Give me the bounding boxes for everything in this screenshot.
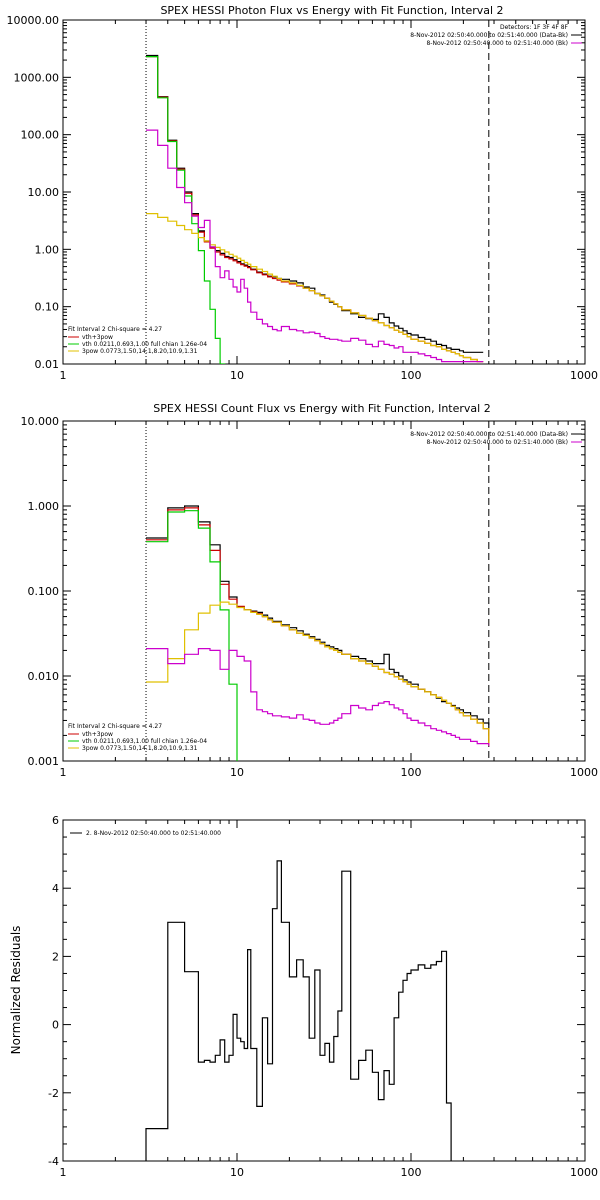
y-tick-label: 10.00 <box>28 186 60 199</box>
y-tick-label: -4 <box>48 1155 59 1168</box>
legend-vth: vth 0.0211,0.693,1.00 full chian 1.26e-0… <box>82 738 207 745</box>
residuals-panel: Normalized Residuals 6 4 2 0 -2 -4 1 10 … <box>9 814 598 1179</box>
residuals-y-tick-labels: 6 4 2 0 -2 -4 <box>48 814 59 1168</box>
legend-vth-3pow: vth+3pow <box>82 731 113 738</box>
series-data-bk <box>146 505 490 742</box>
count-flux-title: SPEX HESSI Count Flux vs Energy with Fit… <box>153 402 490 415</box>
series-vth-3pow <box>146 56 484 363</box>
y-tick-label: -2 <box>48 1087 59 1100</box>
legend-bk: 8-Nov-2012 02:50:40.000 to 02:51:40.000 … <box>426 439 568 446</box>
residuals-x-tick-labels: 1 10 100 1000 <box>60 1166 599 1179</box>
photon-flux-legend-bottom-left: Fit Interval 2 Chi-square = 4.27 vth+3po… <box>68 326 207 355</box>
x-tick-label: 1000 <box>570 369 598 382</box>
y-tick-label: 1000.00 <box>14 71 60 84</box>
count-flux-x-tick-labels: 1 10 100 1000 <box>60 766 599 779</box>
photon-flux-ticks <box>63 20 585 364</box>
x-tick-label: 100 <box>401 369 422 382</box>
residuals-series <box>145 860 452 1161</box>
y-tick-label: 4 <box>52 882 59 895</box>
legend-bk: 8-Nov-2012 02:50:40.000 to 02:51:40.000 … <box>426 40 568 47</box>
legend-detectors: Detectors: 1F 3F 4F 8F <box>500 24 569 31</box>
count-flux-legend-bottom-left: Fit Interval 2 Chi-square = 4.27 vth+3po… <box>68 723 207 752</box>
y-tick-label: 0.100 <box>28 585 60 598</box>
legend-vth: vth 0.0211,0.693,1.00 full chian 1.26e-0… <box>82 341 207 348</box>
y-tick-label: 10000.00 <box>7 14 60 27</box>
x-tick-label: 100 <box>401 766 422 779</box>
x-tick-label: 1000 <box>570 1166 598 1179</box>
legend-3pow: 3pow 0.0773,1.50,14.1,8.20,10.9,1.31 <box>82 348 198 355</box>
residuals-plot-frame <box>62 819 586 1162</box>
y-tick-label: 10.000 <box>21 415 60 428</box>
y-tick-label: 1.000 <box>28 500 60 513</box>
legend-vth-3pow: vth+3pow <box>82 334 113 341</box>
photon-flux-series <box>146 54 484 364</box>
photon-flux-y-tick-labels: 10000.00 1000.00 100.00 10.00 1.00 0.10 … <box>7 14 60 371</box>
x-tick-label: 1 <box>60 766 67 779</box>
photon-flux-fit-range-lines <box>145 20 490 364</box>
y-tick-label: 1.00 <box>35 243 60 256</box>
series-3pow <box>146 213 484 363</box>
legend-data-bk: 8-Nov-2012 02:50:40.000 to 02:51:40.000 … <box>410 431 568 438</box>
photon-flux-legend-top-right: Detectors: 1F 3F 4F 8F 8-Nov-2012 02:50:… <box>410 24 582 47</box>
count-flux-fit-range-lines <box>145 421 490 761</box>
count-flux-y-tick-labels: 10.000 1.000 0.100 0.010 0.001 <box>21 415 60 768</box>
series-3pow <box>146 601 490 746</box>
series-vth <box>146 510 238 761</box>
y-tick-label: 0.001 <box>28 755 60 768</box>
residuals-ticks <box>63 820 585 1161</box>
y-tick-label: 0.010 <box>28 670 60 683</box>
series-vth-3pow <box>146 507 490 746</box>
series-residuals <box>145 860 452 1161</box>
residuals-y-axis-label: Normalized Residuals <box>9 926 23 1055</box>
y-tick-label: 2 <box>52 950 59 963</box>
x-tick-label: 100 <box>401 1166 422 1179</box>
series-data-bk <box>146 54 484 353</box>
series-bk <box>146 648 490 746</box>
series-vth <box>146 56 226 364</box>
legend-3pow: 3pow 0.0773,1.50,14.1,8.20,10.9,1.31 <box>82 745 198 752</box>
photon-flux-x-tick-labels: 1 10 100 1000 <box>60 369 599 382</box>
y-tick-label: 100.00 <box>21 129 60 142</box>
photon-flux-panel: SPEX HESSI Photon Flux vs Energy with Fi… <box>7 4 599 382</box>
x-tick-label: 10 <box>230 1166 244 1179</box>
y-tick-label: 0.01 <box>35 358 60 371</box>
x-tick-label: 1000 <box>570 766 598 779</box>
y-tick-label: 6 <box>52 814 59 827</box>
residuals-legend: 2. 8-Nov-2012 02:50:40.000 to 02:51:40.0… <box>70 830 221 837</box>
series-bk <box>146 129 484 363</box>
y-tick-label: 0.10 <box>35 301 60 314</box>
count-flux-plot-frame <box>62 420 586 762</box>
count-flux-ticks <box>63 421 585 761</box>
x-tick-label: 1 <box>60 369 67 382</box>
count-flux-panel: SPEX HESSI Count Flux vs Energy with Fit… <box>21 402 599 779</box>
photon-flux-title: SPEX HESSI Photon Flux vs Energy with Fi… <box>160 4 503 17</box>
x-tick-label: 10 <box>230 369 244 382</box>
count-flux-series <box>146 505 490 761</box>
x-tick-label: 1 <box>60 1166 67 1179</box>
legend-fit-interval: Fit Interval 2 Chi-square = 4.27 <box>68 723 162 730</box>
legend-data-bk: 8-Nov-2012 02:50:40.000 to 02:51:40.000 … <box>410 32 568 39</box>
legend-fit-interval: Fit Interval 2 Chi-square = 4.27 <box>68 326 162 333</box>
x-tick-label: 10 <box>230 766 244 779</box>
count-flux-legend-top-right: 8-Nov-2012 02:50:40.000 to 02:51:40.000 … <box>410 431 582 446</box>
photon-flux-plot-frame <box>62 19 586 365</box>
y-tick-label: 0 <box>52 1019 59 1032</box>
legend-residuals: 2. 8-Nov-2012 02:50:40.000 to 02:51:40.0… <box>86 830 221 837</box>
